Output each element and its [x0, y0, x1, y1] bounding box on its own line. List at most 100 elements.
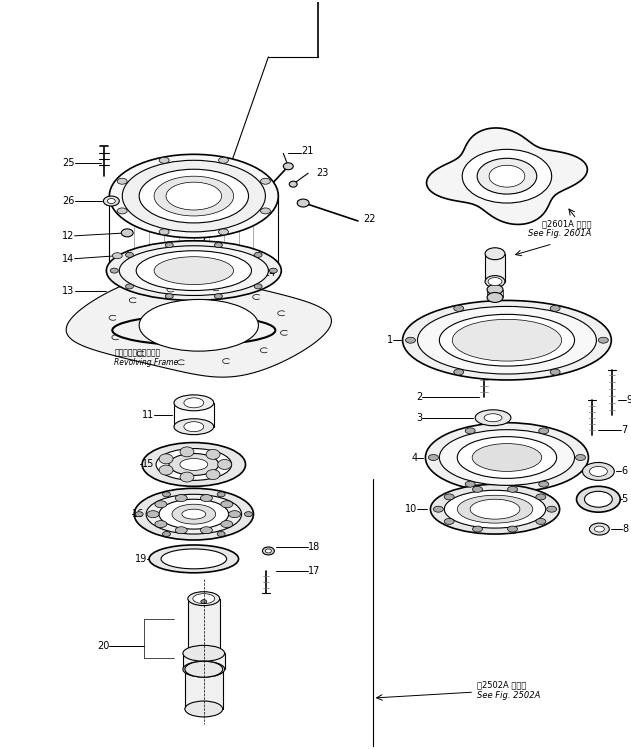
- Ellipse shape: [139, 300, 259, 351]
- Ellipse shape: [254, 252, 262, 258]
- Text: 16: 16: [132, 509, 144, 519]
- Ellipse shape: [201, 527, 213, 534]
- Ellipse shape: [117, 178, 127, 184]
- Ellipse shape: [112, 252, 122, 258]
- Ellipse shape: [109, 154, 278, 238]
- Ellipse shape: [218, 459, 232, 470]
- Text: 18: 18: [308, 542, 321, 552]
- Ellipse shape: [218, 229, 228, 235]
- Ellipse shape: [487, 285, 503, 294]
- Ellipse shape: [159, 465, 173, 475]
- Bar: [485, 254, 505, 282]
- Ellipse shape: [107, 241, 281, 300]
- Ellipse shape: [463, 149, 551, 203]
- Text: 23: 23: [316, 169, 329, 178]
- Ellipse shape: [175, 494, 187, 502]
- Ellipse shape: [536, 518, 546, 524]
- Ellipse shape: [403, 300, 611, 380]
- Text: 15: 15: [142, 459, 154, 470]
- Ellipse shape: [221, 521, 233, 527]
- Ellipse shape: [107, 198, 115, 204]
- Ellipse shape: [149, 545, 239, 573]
- Text: 5: 5: [622, 494, 627, 504]
- Ellipse shape: [465, 428, 475, 434]
- Ellipse shape: [425, 422, 589, 492]
- Ellipse shape: [154, 257, 233, 285]
- Text: 19: 19: [135, 554, 147, 564]
- Ellipse shape: [550, 306, 560, 312]
- Ellipse shape: [134, 488, 254, 540]
- Ellipse shape: [135, 512, 143, 517]
- Bar: [183, 653, 225, 669]
- Ellipse shape: [584, 491, 612, 507]
- Ellipse shape: [283, 163, 293, 170]
- Ellipse shape: [470, 500, 520, 519]
- Text: 20: 20: [97, 641, 109, 652]
- Ellipse shape: [444, 494, 454, 500]
- Ellipse shape: [121, 229, 133, 237]
- Text: 17: 17: [308, 565, 321, 576]
- Ellipse shape: [169, 454, 219, 476]
- Ellipse shape: [594, 526, 604, 532]
- Ellipse shape: [119, 246, 268, 295]
- Ellipse shape: [215, 294, 222, 299]
- Ellipse shape: [172, 504, 216, 524]
- Ellipse shape: [254, 284, 262, 289]
- Text: 9: 9: [626, 395, 631, 405]
- Ellipse shape: [261, 178, 271, 184]
- Text: 22: 22: [363, 214, 375, 224]
- Text: See Fig. 2502A: See Fig. 2502A: [477, 691, 541, 700]
- Ellipse shape: [206, 470, 220, 479]
- Ellipse shape: [473, 486, 483, 492]
- Ellipse shape: [444, 491, 546, 528]
- Text: 第2502A 図参照: 第2502A 図参照: [477, 681, 526, 690]
- Ellipse shape: [550, 369, 560, 375]
- Ellipse shape: [452, 319, 562, 361]
- Ellipse shape: [589, 467, 608, 476]
- Ellipse shape: [406, 337, 415, 343]
- Ellipse shape: [159, 157, 169, 163]
- Ellipse shape: [122, 160, 266, 232]
- Text: 6: 6: [622, 467, 627, 476]
- Ellipse shape: [188, 592, 220, 606]
- Text: 21: 21: [301, 146, 314, 157]
- Ellipse shape: [193, 594, 215, 604]
- Text: 3: 3: [416, 413, 423, 422]
- Ellipse shape: [297, 199, 309, 207]
- Ellipse shape: [156, 449, 232, 480]
- Ellipse shape: [475, 410, 511, 425]
- Ellipse shape: [454, 369, 464, 375]
- Ellipse shape: [575, 455, 586, 461]
- Ellipse shape: [182, 509, 206, 519]
- Ellipse shape: [174, 395, 214, 410]
- Ellipse shape: [180, 458, 208, 470]
- Bar: [487, 290, 503, 297]
- Polygon shape: [66, 273, 331, 377]
- Ellipse shape: [477, 158, 537, 194]
- Ellipse shape: [126, 284, 134, 289]
- Ellipse shape: [147, 511, 159, 518]
- Ellipse shape: [183, 646, 225, 661]
- Text: レボルビングフレーム: レボルビングフレーム: [114, 348, 160, 357]
- Text: 2: 2: [416, 392, 423, 402]
- Ellipse shape: [261, 208, 271, 214]
- Text: See Fig. 2601A: See Fig. 2601A: [528, 229, 591, 238]
- Ellipse shape: [221, 501, 233, 508]
- Ellipse shape: [598, 337, 608, 343]
- Ellipse shape: [539, 481, 549, 487]
- Ellipse shape: [159, 454, 173, 464]
- Ellipse shape: [161, 549, 227, 568]
- Ellipse shape: [165, 243, 174, 248]
- Ellipse shape: [110, 268, 118, 273]
- Ellipse shape: [154, 176, 233, 216]
- Ellipse shape: [185, 701, 223, 717]
- Ellipse shape: [155, 501, 167, 508]
- Text: 10: 10: [405, 504, 418, 515]
- Ellipse shape: [103, 196, 119, 206]
- Ellipse shape: [159, 500, 228, 529]
- Bar: [188, 598, 220, 653]
- Text: 14: 14: [62, 254, 74, 264]
- Ellipse shape: [546, 506, 557, 512]
- Ellipse shape: [228, 511, 240, 518]
- Ellipse shape: [536, 494, 546, 500]
